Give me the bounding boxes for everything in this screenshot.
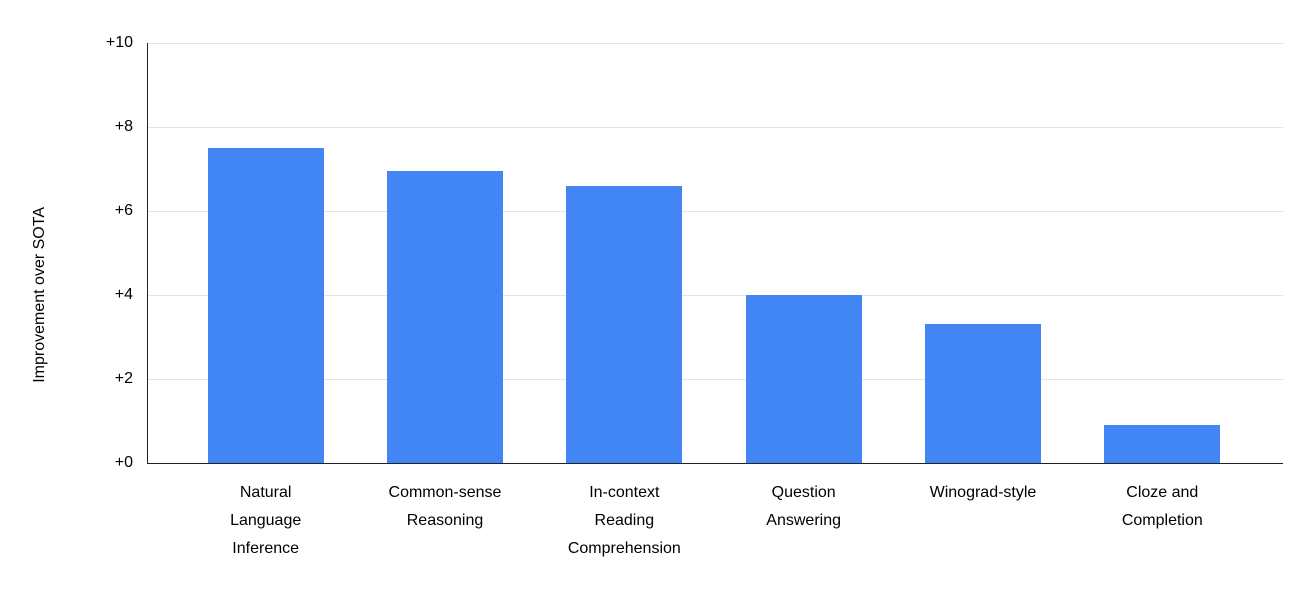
- bar-band: [535, 43, 714, 463]
- bar-band: [1073, 43, 1252, 463]
- x-axis-label: Cloze and Completion: [1121, 484, 1203, 529]
- y-tick-label: +6: [114, 202, 133, 219]
- x-axis-line: [147, 463, 1283, 464]
- x-axis-label: Natural Language Inference: [230, 484, 302, 557]
- gridline: [147, 127, 1283, 128]
- bar: [566, 185, 683, 463]
- y-tick-label: +2: [114, 370, 133, 387]
- y-tick-label: +10: [105, 34, 133, 51]
- y-tick-label: +8: [114, 118, 133, 135]
- bar-band: [714, 43, 893, 463]
- bar: [207, 148, 324, 463]
- x-axis-label: Question Answering: [766, 484, 841, 529]
- y-tick-label: +0: [114, 454, 133, 471]
- gridline: [147, 211, 1283, 212]
- gridline: [147, 379, 1283, 380]
- x-axis-labels: Natural Language Inference Common-sense R…: [176, 479, 1252, 563]
- gridline: [147, 43, 1283, 44]
- gridline: [147, 295, 1283, 296]
- x-axis-label: In-context Reading Comprehension: [567, 484, 681, 557]
- y-axis-line: [147, 43, 148, 464]
- x-axis-label: Winograd-style: [929, 484, 1037, 501]
- bar-band: [355, 43, 534, 463]
- bar-band: [176, 43, 355, 463]
- bar: [386, 171, 503, 463]
- bar-band: [893, 43, 1072, 463]
- bar: [924, 324, 1041, 463]
- plot-area: [147, 43, 1283, 463]
- bar: [745, 295, 862, 463]
- bar-series: [176, 43, 1252, 463]
- x-axis-label: Common-sense Reasoning: [388, 484, 502, 529]
- bar: [1104, 425, 1221, 463]
- y-tick-label: +4: [114, 286, 133, 303]
